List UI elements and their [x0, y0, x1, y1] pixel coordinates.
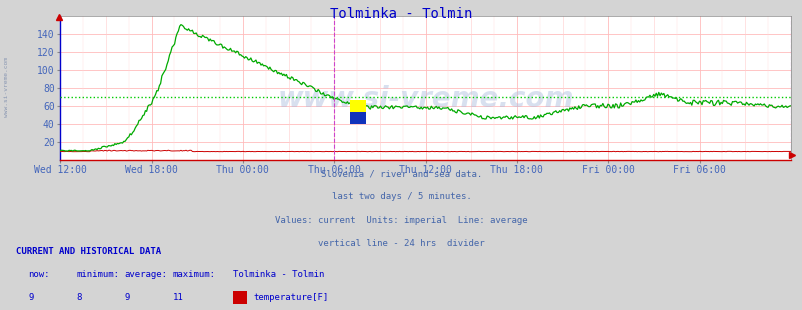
- Text: maximum:: maximum:: [172, 270, 216, 279]
- Text: average:: average:: [124, 270, 168, 279]
- Text: 9: 9: [28, 293, 34, 302]
- Bar: [350, 112, 366, 124]
- Text: last two days / 5 minutes.: last two days / 5 minutes.: [331, 192, 471, 202]
- Text: www.si-vreme.com: www.si-vreme.com: [277, 85, 573, 113]
- Text: now:: now:: [28, 270, 50, 279]
- Text: www.si-vreme.com: www.si-vreme.com: [4, 57, 9, 117]
- Text: temperature[F]: temperature[F]: [253, 293, 328, 302]
- Text: 8: 8: [76, 293, 82, 302]
- Text: CURRENT AND HISTORICAL DATA: CURRENT AND HISTORICAL DATA: [16, 246, 161, 256]
- Text: Tolminka - Tolmin: Tolminka - Tolmin: [233, 270, 324, 279]
- Text: minimum:: minimum:: [76, 270, 119, 279]
- Text: 9: 9: [124, 293, 130, 302]
- Text: vertical line - 24 hrs  divider: vertical line - 24 hrs divider: [318, 239, 484, 248]
- Text: Tolminka - Tolmin: Tolminka - Tolmin: [330, 7, 472, 21]
- Text: 11: 11: [172, 293, 183, 302]
- Text: Slovenia / river and sea data.: Slovenia / river and sea data.: [321, 169, 481, 178]
- Text: Values: current  Units: imperial  Line: average: Values: current Units: imperial Line: av…: [275, 215, 527, 225]
- Bar: [350, 100, 366, 112]
